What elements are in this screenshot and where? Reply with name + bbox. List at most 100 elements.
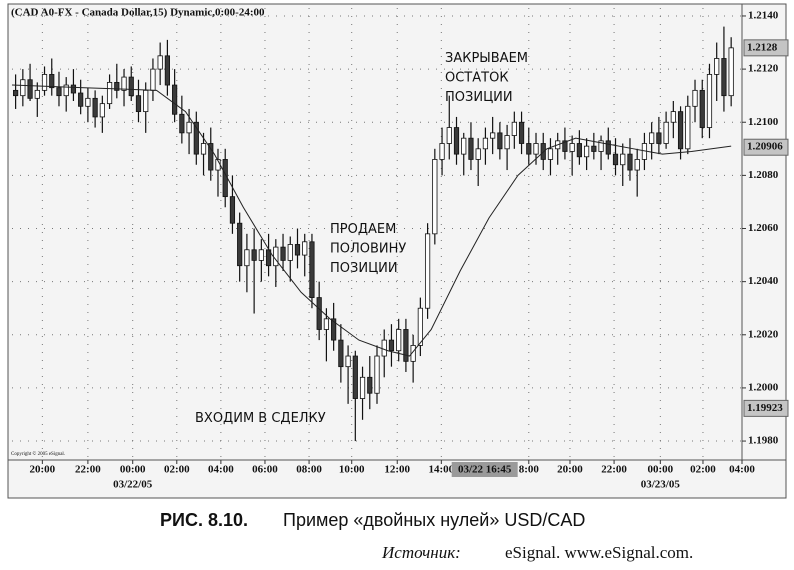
price-box bbox=[743, 39, 789, 57]
candle-body bbox=[714, 58, 720, 75]
candle-body bbox=[172, 84, 178, 115]
candle-body bbox=[99, 103, 105, 118]
candle-body bbox=[352, 355, 358, 399]
candle-body bbox=[164, 55, 170, 86]
candle-body bbox=[670, 111, 676, 123]
price-label: 1.20906 bbox=[747, 141, 783, 153]
candle-body bbox=[106, 81, 113, 105]
candle-body bbox=[612, 153, 619, 166]
candle-body bbox=[403, 329, 409, 362]
candle-body bbox=[193, 121, 199, 155]
annotation-line: ПОЛОВИНУ bbox=[330, 241, 406, 256]
candle-body bbox=[728, 47, 734, 97]
annotation-line: ПОЗИЦИИ bbox=[445, 90, 513, 105]
annotation-line: ВХОДИМ В СДЕЛКУ bbox=[195, 411, 326, 426]
candle-body bbox=[453, 127, 460, 155]
candle-body bbox=[591, 145, 597, 152]
candle-body bbox=[461, 137, 467, 155]
candle-body bbox=[410, 345, 416, 362]
candle-body bbox=[417, 307, 423, 346]
cursor-box bbox=[451, 462, 518, 477]
candle-body bbox=[576, 143, 582, 158]
candle-body bbox=[56, 87, 62, 97]
x-tick-label: 02:00 bbox=[690, 464, 716, 476]
candle-body bbox=[490, 132, 496, 139]
candle-body bbox=[63, 84, 69, 97]
price-label: 1.2128 bbox=[747, 41, 778, 53]
candle-body bbox=[287, 244, 293, 261]
y-tick-label: 1.2140 bbox=[748, 10, 779, 22]
candle-body bbox=[323, 318, 330, 330]
candle-body bbox=[468, 137, 474, 160]
y-tick-label: 1.2000 bbox=[748, 381, 779, 393]
candle-body bbox=[244, 249, 250, 267]
x-tick-label: 06:00 bbox=[252, 464, 278, 476]
candle-body bbox=[396, 329, 402, 352]
candle-body bbox=[569, 143, 575, 152]
candle-body bbox=[663, 121, 669, 144]
chart-title: (CAD A0-FX - Canada Dollar,15) Dynamic,0… bbox=[11, 7, 265, 19]
candle-body bbox=[135, 95, 142, 113]
candle-body bbox=[692, 89, 698, 107]
candle-body bbox=[200, 143, 207, 155]
annotation: ПРОДАЕМ ПОЛОВИНУ ПОЗИЦИИ bbox=[330, 222, 406, 276]
candle-body bbox=[706, 74, 713, 128]
candle-body bbox=[85, 97, 91, 107]
candle-body bbox=[20, 79, 26, 97]
caption-number: РИС. 8.10. bbox=[160, 510, 248, 530]
candle-body bbox=[13, 89, 19, 97]
candle-body bbox=[280, 246, 286, 261]
annotation-line: ПОЗИЦИИ bbox=[330, 261, 398, 276]
candle-body bbox=[258, 249, 264, 261]
candle-body bbox=[518, 121, 525, 144]
x-tick-label: 00:00 bbox=[120, 464, 146, 476]
candle-body bbox=[504, 135, 510, 150]
candle-body bbox=[367, 376, 373, 394]
cursor-label: 03/22 16:45 bbox=[458, 464, 512, 476]
candle-body bbox=[359, 376, 366, 399]
source-label: Источник: bbox=[381, 543, 461, 562]
candle-body bbox=[634, 159, 640, 171]
candle-body bbox=[143, 89, 149, 113]
candle-body bbox=[656, 132, 662, 144]
x-tick-label: 04:00 bbox=[729, 464, 755, 476]
y-tick-label: 1.2020 bbox=[748, 328, 779, 340]
x-tick-label: 20:00 bbox=[557, 464, 583, 476]
candle-body bbox=[128, 76, 134, 97]
candle-body bbox=[229, 196, 236, 224]
candle-body bbox=[388, 339, 395, 352]
candle-body bbox=[721, 58, 727, 97]
candle-body bbox=[92, 97, 98, 118]
y-tick-label: 1.2120 bbox=[748, 63, 779, 75]
y-tick-label: 1.1980 bbox=[748, 435, 779, 447]
candle-body bbox=[620, 153, 626, 166]
annotation-line: ЗАКРЫВАЕМ bbox=[445, 51, 528, 66]
chart-frame bbox=[7, 3, 787, 499]
candle-body bbox=[338, 339, 344, 368]
candle-body bbox=[511, 121, 517, 136]
candle-body bbox=[374, 355, 380, 394]
candle-body bbox=[316, 297, 322, 330]
candle-body bbox=[114, 81, 120, 91]
candle-body bbox=[482, 137, 489, 150]
annotation-line: ОСТАТОК bbox=[445, 70, 509, 85]
date-label: 03/23/05 bbox=[641, 479, 681, 491]
candle-body bbox=[584, 145, 590, 158]
x-tick-label: 14:00 bbox=[428, 464, 454, 476]
x-tick-label: 20:00 bbox=[30, 464, 56, 476]
candle-body bbox=[251, 249, 257, 261]
candle-body bbox=[446, 127, 452, 144]
caption-text: Пример «двойных нулей» USD/CAD bbox=[283, 510, 585, 530]
y-tick-label: 1.2100 bbox=[748, 116, 779, 128]
candle-body bbox=[41, 74, 48, 91]
x-tick-label: 10:00 bbox=[339, 464, 365, 476]
candle-body bbox=[186, 121, 192, 134]
y-tick-label: 1.2040 bbox=[748, 275, 779, 287]
date-label: 03/22/05 bbox=[113, 479, 153, 491]
candle-body bbox=[273, 246, 279, 267]
price-box bbox=[743, 399, 789, 417]
annotation: ВХОДИМ В СДЕЛКУ bbox=[195, 411, 326, 426]
x-tick-label: 04:00 bbox=[208, 464, 234, 476]
